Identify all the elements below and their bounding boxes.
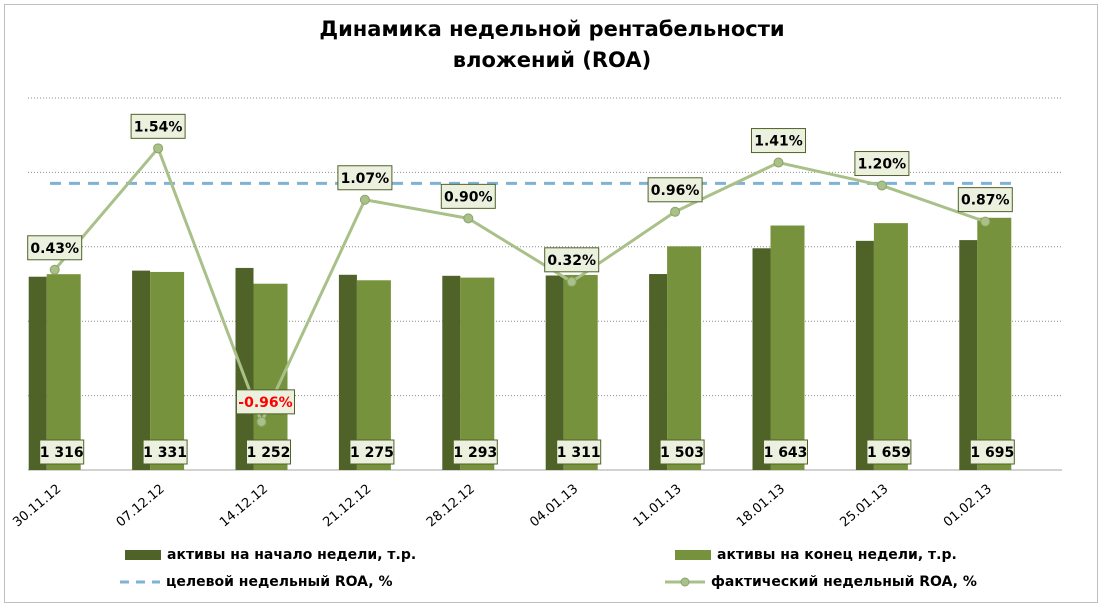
roa-data-label: 1.54% — [134, 119, 183, 135]
assets-data-label: 1 275 — [350, 445, 394, 461]
bar-assets-end — [46, 274, 81, 470]
assets-data-label: 1 293 — [453, 445, 497, 461]
bar-assets-start — [235, 267, 254, 470]
x-tick-label: 25.01.13 — [837, 482, 891, 531]
legend-swatch-assets-start — [125, 550, 161, 560]
roa-data-label: 0.96% — [651, 183, 700, 199]
actual-roa-point — [256, 416, 267, 427]
assets-data-label: 1 331 — [143, 445, 187, 461]
roa-data-label-box — [337, 165, 393, 191]
actual-roa-point — [153, 143, 164, 154]
bar-assets-start — [338, 274, 357, 470]
x-tick-label: 21.12.12 — [320, 482, 374, 531]
roa-data-label: 1.07% — [341, 171, 390, 187]
legend-swatch-target-roa — [120, 580, 160, 584]
assets-data-label-box — [142, 439, 188, 465]
legend-item-target-roa: целевой недельный ROA, % — [120, 574, 393, 590]
bar-assets-end — [460, 277, 495, 470]
roa-data-label-box — [130, 113, 186, 139]
actual-roa-point — [773, 157, 784, 168]
chart-title-line-1: Динамика недельной рентабельности — [319, 17, 785, 41]
legend-item-assets-end: активы на конец недели, т.р. — [675, 547, 957, 563]
actual-roa-point — [49, 264, 60, 275]
assets-data-label-box — [969, 439, 1015, 465]
legend-swatch-actual-roa — [665, 577, 705, 587]
legend-label-assets-start: активы на начало недели, т.р. — [167, 547, 417, 563]
x-tick-label: 14.12.12 — [217, 482, 271, 531]
roa-data-label: -0.96% — [238, 395, 292, 411]
actual-roa-point — [670, 206, 681, 217]
x-tick-label: 18.01.13 — [734, 482, 788, 531]
legend-item-assets-start: активы на начало недели, т.р. — [125, 547, 416, 563]
bar-assets-end — [563, 274, 598, 470]
assets-data-label: 1 311 — [557, 445, 601, 461]
assets-data-label: 1 695 — [970, 445, 1014, 461]
assets-data-label-box — [349, 439, 395, 465]
assets-data-label-box — [246, 439, 291, 465]
assets-data-label: 1 252 — [247, 445, 291, 461]
roa-data-label: 1.20% — [858, 157, 907, 173]
roa-data-label-box — [236, 389, 295, 415]
assets-data-label-box — [763, 439, 808, 465]
roa-data-label: 0.90% — [444, 189, 493, 205]
bar-assets-start — [752, 248, 771, 470]
x-tick-label: 07.12.12 — [114, 482, 168, 531]
bar-assets-start — [959, 240, 978, 470]
legend-label-actual-roa: фактический недельный ROA, % — [711, 574, 977, 590]
roa-data-label: 1.41% — [754, 134, 803, 150]
x-tick-label: 11.01.13 — [631, 482, 685, 531]
bar-assets-start — [855, 240, 874, 470]
assets-data-label-box — [659, 439, 705, 465]
bar-assets-start — [28, 276, 47, 470]
x-tick-label: 28.12.12 — [424, 482, 478, 531]
bar-assets-start — [442, 275, 461, 470]
legend-label-target-roa: целевой недельный ROA, % — [166, 574, 393, 590]
bar-assets-end — [150, 271, 185, 470]
bar-assets-end — [770, 225, 805, 470]
roa-data-label-box — [647, 177, 703, 203]
bar-assets-end — [977, 217, 1012, 470]
legend-label-assets-end: активы на конец недели, т.р. — [717, 547, 957, 563]
bar-assets-start — [545, 275, 564, 470]
legend-item-actual-roa: фактический недельный ROA, % — [665, 574, 977, 590]
assets-data-label-box — [452, 439, 498, 465]
roa-data-label-box — [854, 151, 910, 177]
chart-title: Динамика недельной рентабельности вложен… — [0, 14, 1104, 76]
actual-roa-point — [359, 194, 370, 205]
actual-roa-point — [463, 213, 474, 224]
bar-assets-end — [356, 280, 391, 470]
bar-assets-start — [649, 274, 668, 470]
x-tick-label: 01.02.13 — [941, 482, 995, 531]
assets-data-label: 1 503 — [660, 445, 704, 461]
actual-roa-point — [980, 216, 991, 227]
bar-assets-start — [132, 270, 151, 470]
actual-roa-point — [566, 276, 577, 287]
roa-data-label-box — [440, 183, 496, 209]
roa-data-label-box — [27, 235, 83, 261]
roa-data-label: 0.32% — [547, 253, 596, 269]
assets-data-label: 1 659 — [867, 445, 911, 461]
chart-title-line-2: вложений (ROA) — [452, 48, 652, 72]
assets-data-label-box — [556, 439, 602, 465]
assets-data-label: 1 643 — [764, 445, 808, 461]
assets-data-label-box — [866, 439, 912, 465]
roa-data-label-box — [751, 128, 806, 154]
roa-data-label-box — [957, 187, 1013, 213]
legend-swatch-assets-end — [675, 550, 711, 560]
assets-data-label: 1 316 — [40, 445, 84, 461]
actual-roa-point — [876, 180, 887, 191]
roa-data-label: 0.87% — [961, 193, 1010, 209]
chart-plot: 0.43% 1.54% -0.96% 1.07% 0.90% 0.32% 0.96% 1.41… — [10, 97, 1062, 531]
roa-data-label-box — [544, 247, 600, 273]
bar-assets-end — [873, 223, 908, 470]
x-tick-label: 30.11.12 — [10, 482, 64, 531]
assets-data-label-box — [39, 439, 85, 465]
x-tick-label: 04.01.13 — [527, 482, 581, 531]
roa-data-label: 0.43% — [30, 241, 79, 257]
actual-roa-line — [53, 146, 986, 424]
bar-assets-end — [667, 246, 702, 470]
